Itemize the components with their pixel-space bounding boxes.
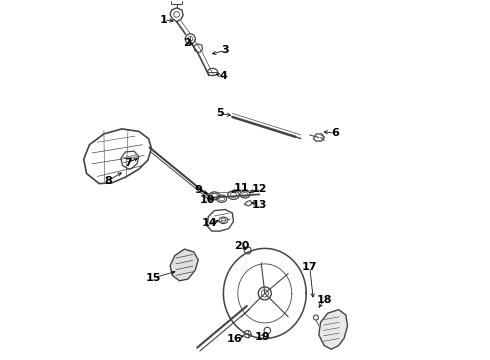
Text: 7: 7 xyxy=(124,158,132,168)
Text: 19: 19 xyxy=(254,332,270,342)
Text: 1: 1 xyxy=(160,15,168,25)
Text: 9: 9 xyxy=(194,185,202,195)
Polygon shape xyxy=(319,310,347,349)
Text: 17: 17 xyxy=(302,262,318,272)
Text: 16: 16 xyxy=(226,334,242,344)
Text: 20: 20 xyxy=(234,240,249,251)
Text: 3: 3 xyxy=(221,45,229,55)
Text: 2: 2 xyxy=(184,38,191,48)
Text: 13: 13 xyxy=(252,200,267,210)
Text: 15: 15 xyxy=(146,273,161,283)
Text: 11: 11 xyxy=(234,183,249,193)
Text: 14: 14 xyxy=(201,218,217,228)
Text: 8: 8 xyxy=(104,176,112,186)
Polygon shape xyxy=(170,249,198,281)
Text: 10: 10 xyxy=(199,195,215,205)
Text: 4: 4 xyxy=(220,71,227,81)
Text: 6: 6 xyxy=(331,128,339,138)
Text: 12: 12 xyxy=(252,184,267,194)
Text: 5: 5 xyxy=(216,108,223,118)
Text: 18: 18 xyxy=(317,294,332,305)
